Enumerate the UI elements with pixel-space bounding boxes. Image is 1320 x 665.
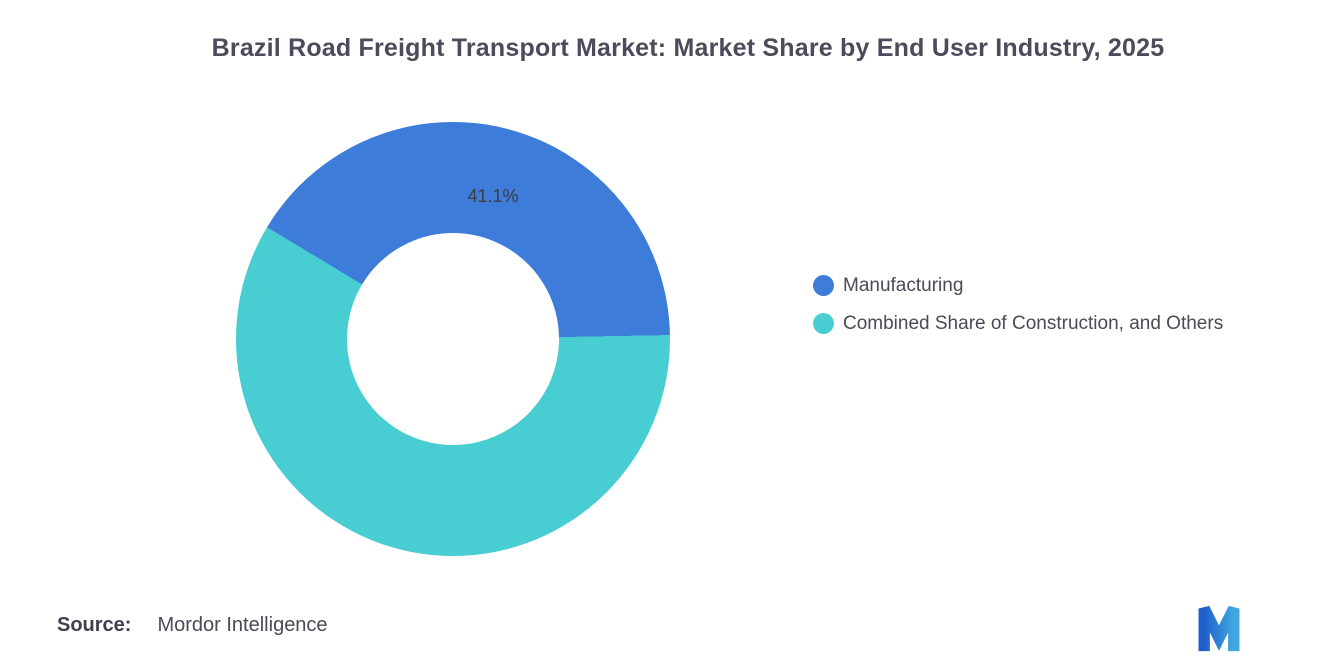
- legend-item-construction-others[interactable]: Combined Share of Construction, and Othe…: [813, 310, 1238, 338]
- legend-item-manufacturing[interactable]: Manufacturing: [813, 272, 1238, 300]
- legend: Manufacturing Combined Share of Construc…: [813, 272, 1238, 348]
- legend-label-construction-others: Combined Share of Construction, and Othe…: [843, 313, 1224, 334]
- logo-m-shape: [1198, 605, 1240, 652]
- chart-title: Brazil Road Freight Transport Market: Ma…: [211, 34, 1165, 62]
- legend-label-manufacturing: Manufacturing: [843, 275, 964, 296]
- source-value: Mordor Intelligence: [157, 614, 328, 636]
- donut-hole: [347, 233, 559, 445]
- legend-dot-manufacturing: [813, 275, 834, 296]
- source-line: Source: Mordor Intelligence: [57, 614, 328, 637]
- slice-label-manufacturing: 41.1%: [467, 186, 519, 206]
- donut-chart: 41.1%: [236, 122, 670, 556]
- mordor-intelligence-logo-icon: [1198, 605, 1240, 652]
- source-label: Source:: [57, 614, 132, 636]
- legend-dot-construction-others: [813, 313, 834, 334]
